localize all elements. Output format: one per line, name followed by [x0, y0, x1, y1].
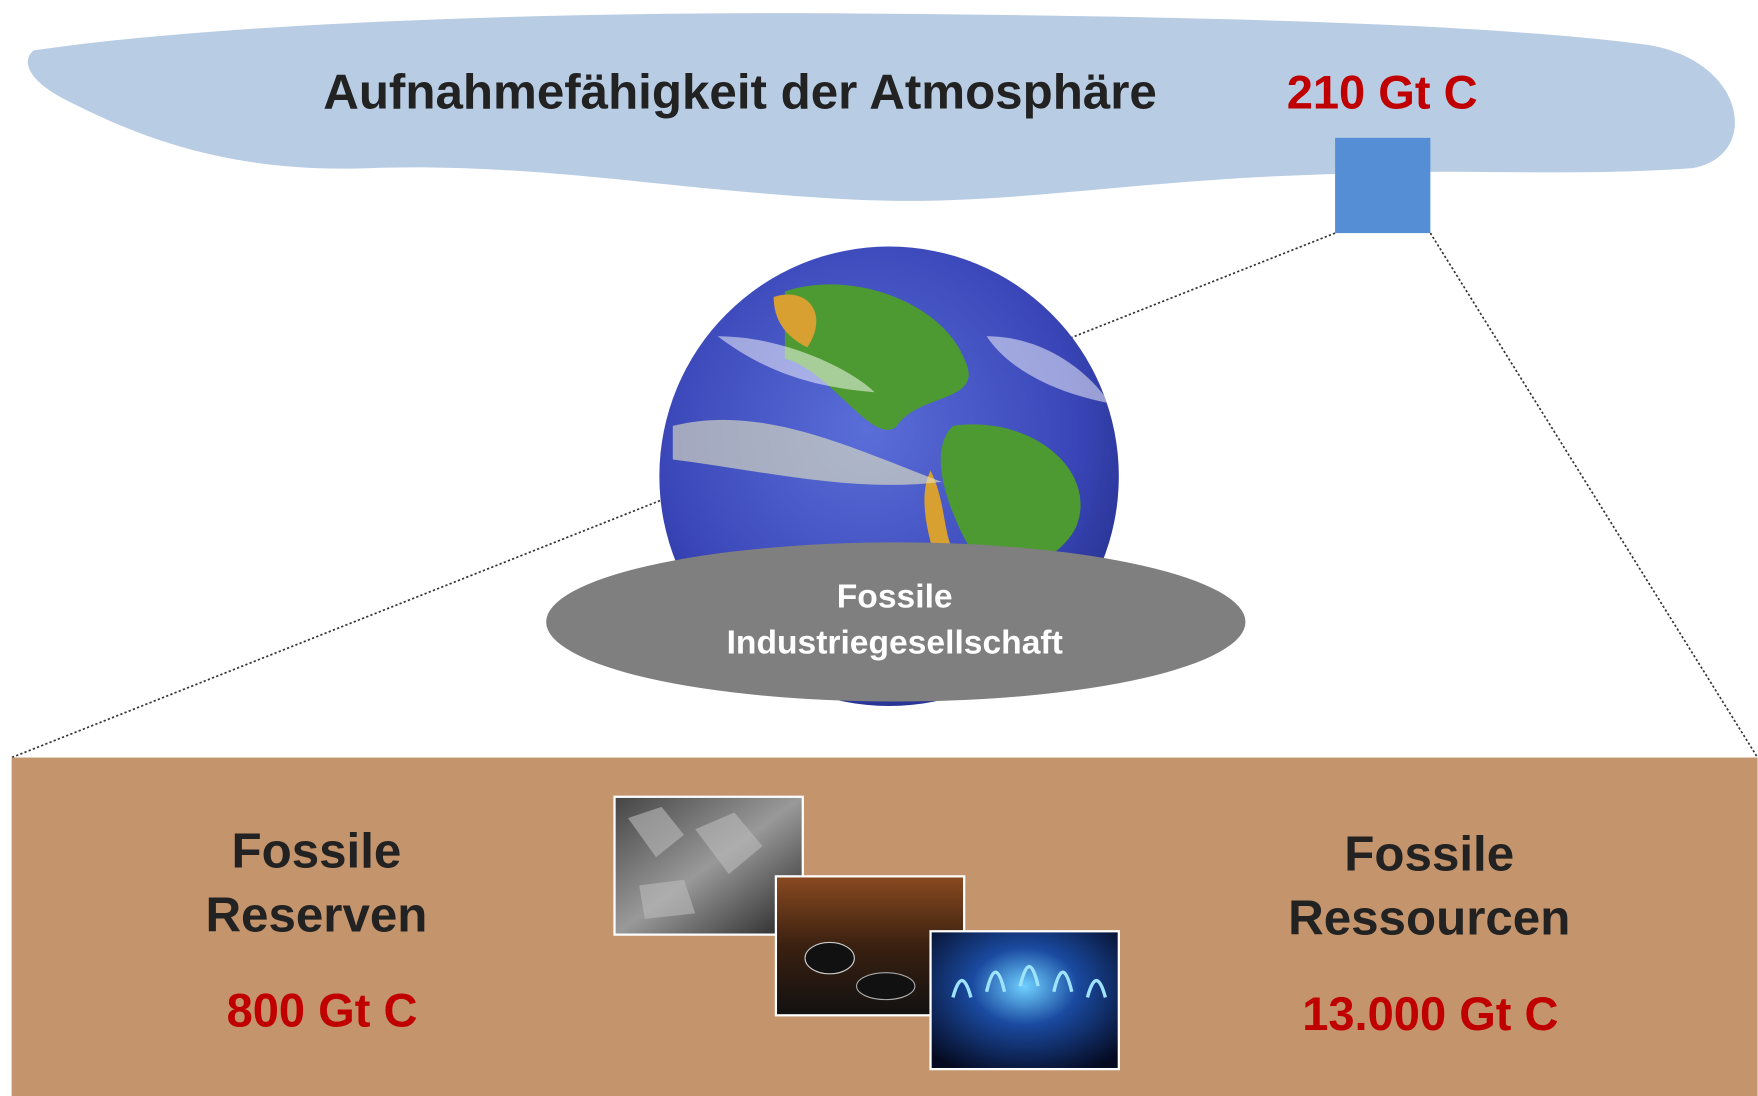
reserves-label: Fossile — [231, 823, 401, 878]
reserves-value: 800 Gt C — [227, 984, 418, 1037]
resources-label: Ressourcen — [1288, 891, 1570, 946]
atmosphere-share-square — [1335, 137, 1431, 234]
resources-label: Fossile — [1344, 827, 1514, 882]
atmosphere-cloud — [27, 13, 1735, 201]
reserves-label: Reserven — [205, 887, 427, 942]
dotted-line — [1429, 232, 1758, 759]
atmosphere-label: Aufnahmefähigkeit der Atmosphäre — [323, 65, 1157, 120]
society-label: Industriegesellschaft — [727, 624, 1063, 661]
gas-photo — [929, 930, 1120, 1071]
coal-photo — [613, 795, 804, 936]
resources-value: 13.000 Gt C — [1302, 987, 1558, 1040]
society-label: Fossile — [837, 578, 953, 615]
society-ellipse — [546, 542, 1246, 702]
atmosphere-value: 210 Gt C — [1287, 66, 1478, 119]
